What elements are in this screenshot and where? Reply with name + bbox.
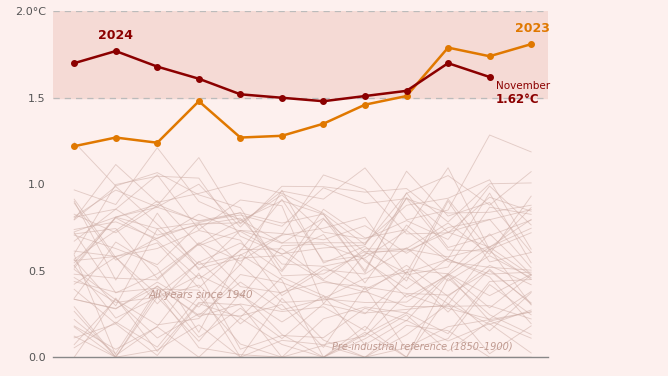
Text: 2024: 2024 (98, 29, 133, 42)
Text: 2023: 2023 (514, 22, 549, 35)
Text: All years since 1940: All years since 1940 (149, 290, 254, 300)
Bar (53, 11, 548, 98)
Text: November: November (496, 81, 550, 91)
Text: 1.62°C: 1.62°C (496, 93, 540, 106)
Text: Pre-industrial reference (1850–1900): Pre-industrial reference (1850–1900) (332, 342, 512, 352)
